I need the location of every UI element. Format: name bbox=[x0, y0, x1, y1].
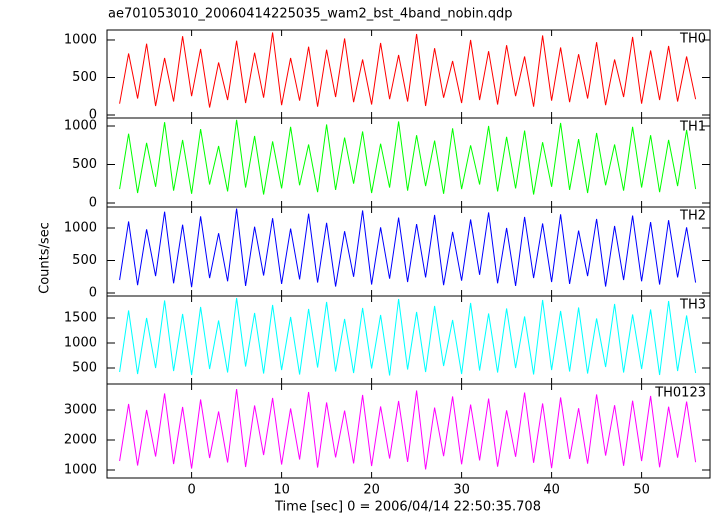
x-tick-label: 30 bbox=[453, 483, 470, 498]
x-tick-label: 0 bbox=[187, 483, 195, 498]
y-tick-label: 1000 bbox=[64, 220, 97, 235]
y-tick-label: 0 bbox=[89, 107, 97, 122]
y-tick-label: 500 bbox=[72, 361, 97, 376]
panel-frame bbox=[106, 117, 711, 208]
y-tick-label: 3000 bbox=[64, 403, 97, 418]
y-tick-label: 0 bbox=[89, 286, 97, 301]
panel-label: TH3 bbox=[679, 298, 706, 313]
y-axis-label: Counts/sec bbox=[38, 222, 53, 294]
panel-label: TH2 bbox=[679, 209, 706, 224]
y-tick-label: 500 bbox=[72, 157, 97, 172]
y-tick-label: 500 bbox=[72, 70, 97, 85]
y-tick-label: 1000 bbox=[64, 119, 97, 134]
series-line bbox=[119, 208, 697, 288]
x-axis-label: Time [sec] 0 = 2006/04/14 22:50:35.708 bbox=[274, 500, 541, 515]
x-tick-label: 10 bbox=[273, 483, 290, 498]
panel-frame bbox=[106, 383, 711, 479]
y-tick-label: 1000 bbox=[64, 32, 97, 47]
y-tick-label: 0 bbox=[89, 195, 97, 210]
x-tick-label: 40 bbox=[543, 483, 560, 498]
y-tick-label: 1500 bbox=[64, 311, 97, 326]
series-line bbox=[119, 32, 697, 108]
y-tick-label: 500 bbox=[72, 253, 97, 268]
x-tick-label: 50 bbox=[633, 483, 650, 498]
panel-label: TH0123 bbox=[654, 386, 706, 401]
panel-frame bbox=[106, 29, 711, 119]
chart-title: ae701053010_20060414225035_wam2_bst_4ban… bbox=[108, 7, 513, 22]
y-tick-label: 2000 bbox=[64, 432, 97, 447]
series-line bbox=[119, 297, 697, 376]
series-line bbox=[119, 388, 697, 470]
panel-label: TH0 bbox=[679, 32, 706, 47]
y-tick-label: 1000 bbox=[64, 336, 97, 351]
y-tick-label: 1000 bbox=[64, 462, 97, 477]
series-line bbox=[119, 119, 697, 195]
x-tick-label: 20 bbox=[363, 483, 380, 498]
panel-frame bbox=[106, 206, 711, 297]
panel-label: TH1 bbox=[679, 120, 706, 135]
